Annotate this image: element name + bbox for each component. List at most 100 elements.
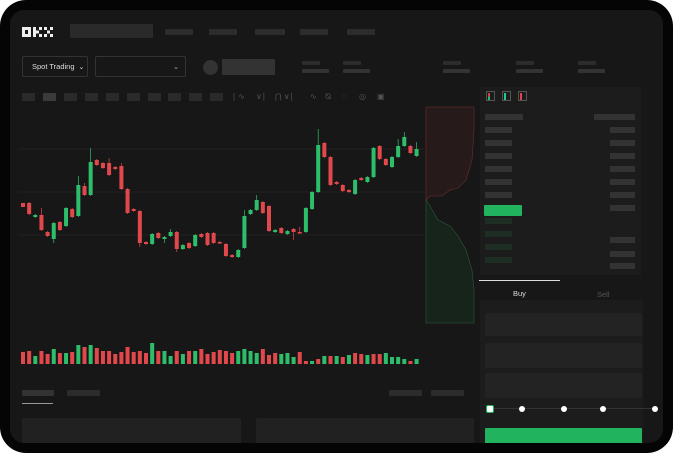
candle[interactable] — [57, 222, 62, 230]
candle[interactable] — [45, 232, 50, 236]
tab-buy[interactable]: Buy — [513, 289, 526, 298]
pair-dropdown[interactable]: ⌄ — [95, 56, 186, 77]
candle[interactable] — [174, 232, 179, 249]
candle[interactable] — [316, 145, 321, 192]
candle[interactable] — [193, 235, 198, 246]
interval-6[interactable] — [127, 93, 140, 101]
interval-4[interactable] — [85, 93, 98, 101]
nav-item-1[interactable] — [165, 29, 193, 35]
candle[interactable] — [33, 215, 38, 217]
slider-stop-25[interactable] — [519, 406, 525, 412]
buy-submit-button[interactable] — [485, 428, 642, 443]
candle[interactable] — [137, 211, 142, 243]
candle[interactable] — [88, 162, 93, 195]
camera-icon[interactable]: ◌ — [342, 92, 347, 101]
candle[interactable] — [377, 146, 382, 159]
candle[interactable] — [113, 167, 118, 169]
candle[interactable] — [297, 232, 302, 234]
interval-7[interactable] — [148, 93, 161, 101]
slider-stop-100[interactable] — [652, 406, 658, 412]
amount-input[interactable] — [485, 343, 642, 368]
candle[interactable] — [340, 185, 345, 191]
candle[interactable] — [260, 202, 265, 213]
interval-1[interactable] — [22, 93, 35, 101]
candle[interactable] — [156, 233, 161, 238]
candle[interactable] — [236, 250, 241, 257]
candle[interactable] — [285, 231, 290, 234]
interval-2[interactable] — [43, 93, 56, 101]
spot-trading-dropdown[interactable]: Spot Trading ⌄ — [22, 56, 88, 77]
slider-handle[interactable] — [486, 405, 494, 413]
candle[interactable] — [150, 234, 155, 244]
line-type-icon[interactable]: ∣ ∿ — [232, 92, 245, 101]
candle[interactable] — [144, 242, 148, 244]
candle[interactable] — [242, 216, 247, 248]
total-input[interactable] — [485, 373, 642, 398]
interval-9[interactable] — [189, 93, 202, 101]
candle[interactable] — [64, 208, 69, 226]
candle[interactable] — [273, 230, 278, 232]
candle[interactable] — [408, 146, 413, 153]
tab-open-orders[interactable] — [22, 390, 54, 396]
candle[interactable] — [131, 209, 136, 211]
candle[interactable] — [125, 189, 130, 213]
price-input[interactable] — [485, 313, 642, 336]
candle[interactable] — [187, 243, 192, 248]
candle[interactable] — [100, 163, 105, 168]
candle[interactable] — [383, 159, 388, 165]
both-sides-icon[interactable] — [486, 91, 495, 101]
candle[interactable] — [217, 242, 222, 244]
candle[interactable] — [27, 203, 32, 214]
ruler-icon[interactable]: ⦰ — [325, 92, 332, 101]
tab-sell[interactable]: Sell — [597, 290, 610, 299]
asks-only-icon[interactable] — [518, 91, 527, 101]
candle[interactable] — [303, 208, 308, 232]
candle[interactable] — [21, 203, 25, 207]
candle[interactable] — [359, 178, 364, 180]
nav-item-4[interactable] — [300, 29, 328, 35]
candle[interactable] — [310, 192, 315, 209]
nav-item-5[interactable] — [347, 29, 375, 35]
bottom-action-1[interactable] — [389, 390, 422, 396]
indicator-icon[interactable]: ∨∣ — [256, 92, 266, 101]
candle[interactable] — [279, 228, 284, 233]
candle[interactable] — [396, 146, 401, 157]
candle[interactable] — [76, 185, 81, 216]
candle[interactable] — [168, 232, 173, 236]
candle[interactable] — [39, 215, 44, 230]
candle[interactable] — [254, 200, 259, 210]
candle[interactable] — [205, 233, 210, 245]
candle[interactable] — [390, 157, 394, 167]
candle[interactable] — [230, 255, 235, 257]
candle[interactable] — [291, 229, 296, 232]
interval-3[interactable] — [64, 93, 77, 101]
okx-logo[interactable] — [22, 24, 54, 37]
candle[interactable] — [414, 149, 419, 156]
slider-stop-50[interactable] — [561, 406, 567, 412]
fullscreen-icon[interactable]: ▣ — [377, 92, 385, 101]
candle[interactable] — [328, 157, 333, 185]
settings-icon[interactable]: ◎ — [359, 92, 366, 101]
candle[interactable] — [70, 209, 75, 217]
interval-10[interactable] — [210, 93, 223, 101]
candle[interactable] — [211, 233, 216, 243]
candle[interactable] — [346, 190, 351, 192]
candle[interactable] — [353, 180, 358, 194]
tab-order-history[interactable] — [67, 390, 100, 396]
candle[interactable] — [371, 148, 376, 177]
last-price-highlight[interactable] — [484, 205, 522, 216]
candle[interactable] — [248, 210, 253, 214]
amount-slider-track[interactable] — [490, 408, 655, 409]
interval-8[interactable] — [168, 93, 181, 101]
nav-item-3[interactable] — [255, 29, 285, 35]
candle[interactable] — [334, 182, 339, 184]
draw-icon[interactable]: ⋂ ∨∣ — [275, 92, 294, 101]
slider-stop-75[interactable] — [600, 406, 606, 412]
candle[interactable] — [82, 186, 87, 195]
candle[interactable] — [322, 143, 327, 157]
bids-only-icon[interactable] — [502, 91, 511, 101]
nav-item-2[interactable] — [209, 29, 237, 35]
candle[interactable] — [180, 245, 185, 249]
candle[interactable] — [162, 237, 167, 239]
measure-icon[interactable]: ∿ — [310, 92, 317, 101]
